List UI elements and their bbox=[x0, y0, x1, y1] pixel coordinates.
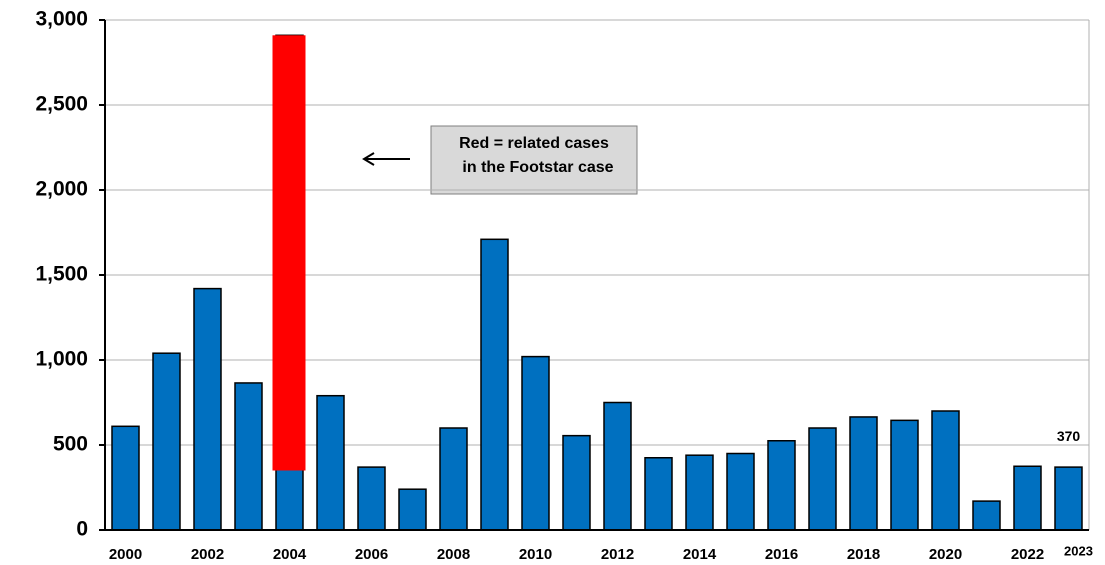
x-tick-label: 2018 bbox=[847, 546, 880, 563]
bar bbox=[357, 466, 386, 531]
bar bbox=[316, 394, 345, 531]
y-tick-label: 2,500 bbox=[35, 93, 88, 116]
bar bbox=[849, 416, 878, 531]
y-tick-label: 500 bbox=[53, 433, 88, 456]
x-tick-label: 2020 bbox=[929, 546, 962, 563]
bar bbox=[767, 440, 796, 531]
bar bbox=[480, 238, 509, 531]
x-tick-label: 2000 bbox=[109, 546, 142, 563]
x-tick-label: 2004 bbox=[273, 546, 307, 563]
bar bbox=[972, 500, 1001, 531]
bar bbox=[726, 452, 755, 531]
annotation-arrowhead bbox=[362, 152, 375, 166]
x-tick-label: 2016 bbox=[765, 546, 798, 563]
annotation-line: Red = related cases bbox=[459, 135, 609, 152]
x-tick-label: 2023 bbox=[1064, 543, 1093, 558]
y-tick-label: 0 bbox=[76, 518, 88, 541]
x-tick-label: 2008 bbox=[437, 546, 470, 563]
bar bbox=[685, 454, 714, 531]
bar bbox=[439, 427, 468, 531]
bar bbox=[562, 434, 591, 531]
y-tick-label: 1,500 bbox=[35, 263, 88, 286]
bar bbox=[644, 457, 673, 531]
bar bbox=[234, 382, 263, 531]
bar bbox=[398, 488, 427, 531]
data-label: 370 bbox=[1057, 428, 1081, 444]
annotation-box bbox=[430, 125, 638, 195]
x-tick-label: 2014 bbox=[683, 546, 717, 563]
bar bbox=[808, 427, 837, 531]
bar bbox=[152, 352, 181, 531]
bar bbox=[890, 419, 919, 531]
y-tick-label: 3,000 bbox=[35, 8, 88, 31]
related-bar bbox=[272, 35, 306, 471]
annotation-line: in the Footstar case bbox=[462, 159, 613, 176]
bar bbox=[521, 355, 550, 531]
bar bbox=[193, 287, 222, 531]
x-tick-label: 2006 bbox=[355, 546, 388, 563]
x-tick-label: 2022 bbox=[1011, 546, 1044, 563]
x-tick-label: 2012 bbox=[601, 546, 634, 563]
bar bbox=[1054, 466, 1083, 531]
bar bbox=[111, 425, 140, 531]
y-tick-label: 1,000 bbox=[35, 348, 88, 371]
bar bbox=[931, 410, 960, 531]
x-tick-label: 2010 bbox=[519, 546, 552, 563]
x-tick-label: 2002 bbox=[191, 546, 224, 563]
bar bbox=[603, 401, 632, 531]
y-tick-label: 2,000 bbox=[35, 178, 88, 201]
bar bbox=[1013, 465, 1042, 531]
